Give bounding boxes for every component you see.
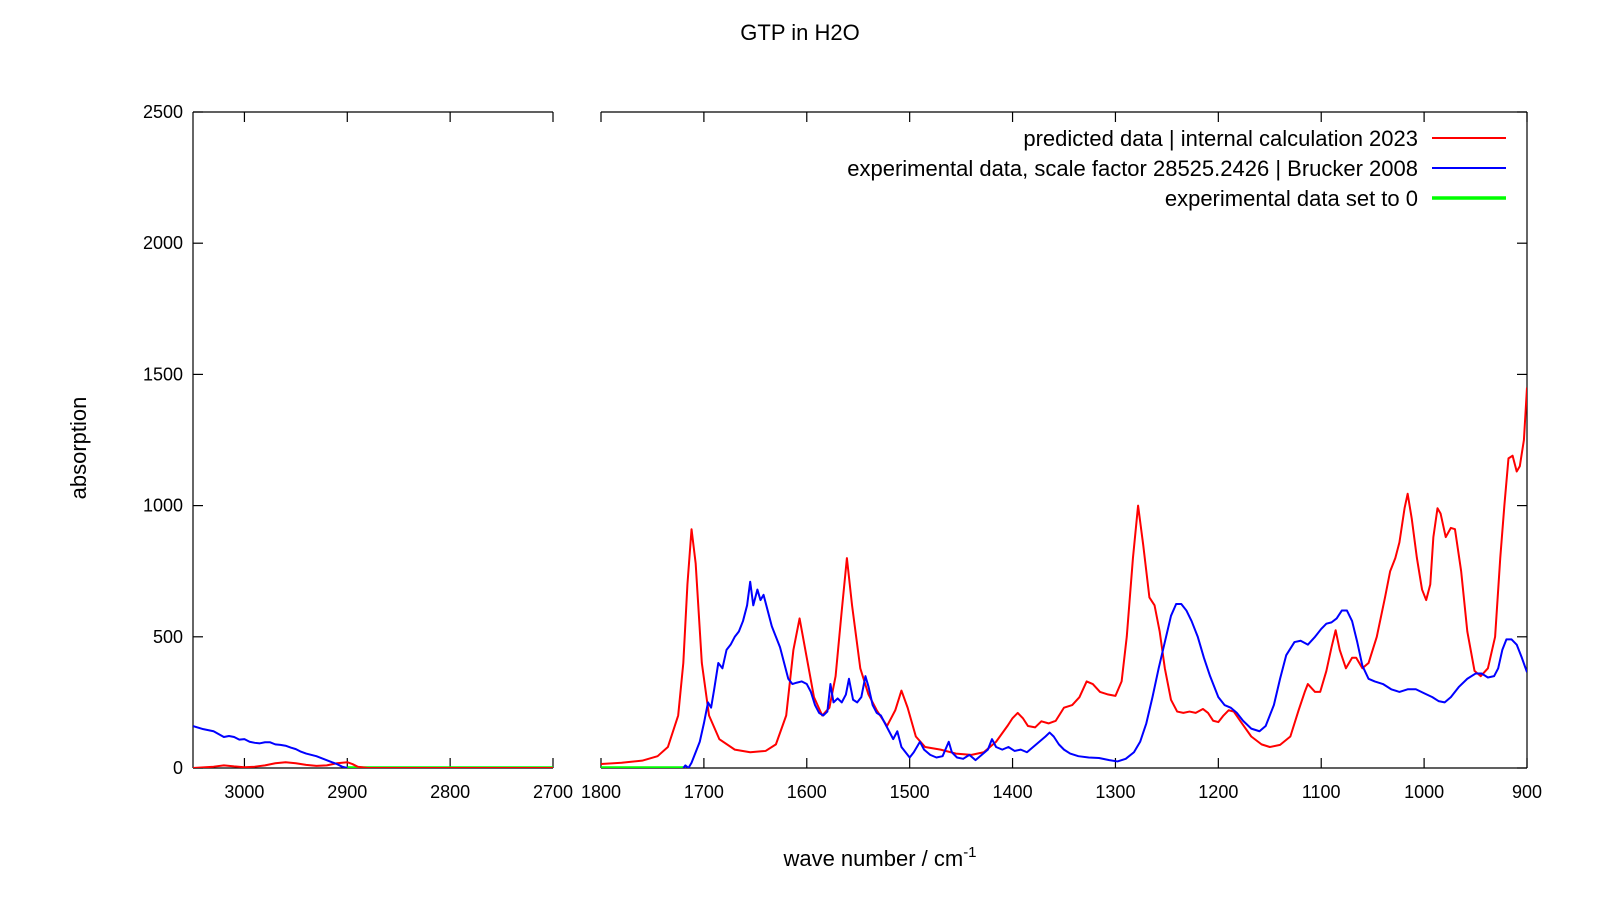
x-tick-label: 1000: [1404, 782, 1444, 802]
x-tick-label: 3000: [224, 782, 264, 802]
x-tick-label: 1700: [684, 782, 724, 802]
x-axis-label: wave number / cm-1: [782, 844, 976, 871]
series-line-experimental-right: [682, 580, 1527, 768]
plot-panel-right: 1800 1700 1600 1500 1400 1300 1200 1100 1000 900: [581, 111, 1542, 802]
x-tick-label: 2700: [533, 782, 573, 802]
x-axis-label-superscript: -1: [963, 844, 976, 861]
x-tick-label: 2800: [430, 782, 470, 802]
x-axis-label-text: wave number / cm: [782, 846, 963, 871]
x-tick-label: 2900: [327, 782, 367, 802]
y-tick-label: 500: [153, 627, 183, 647]
series-line-predicted-left: [193, 761, 553, 768]
y-tick-label: 1500: [143, 364, 183, 384]
x-tick-label: 1300: [1095, 782, 1135, 802]
y-tick-label: 0: [173, 758, 183, 778]
x-tick-label: 1200: [1198, 782, 1238, 802]
x-tick-label: 1500: [890, 782, 930, 802]
chart-title: GTP in H2O: [740, 20, 859, 45]
legend-label: experimental data set to 0: [1165, 186, 1418, 211]
legend: predicted data | internal calculation 20…: [847, 126, 1506, 211]
y-tick-label: 2000: [143, 233, 183, 253]
series-line-experimental-left: [193, 725, 348, 768]
series-line-predicted-right: [601, 387, 1527, 766]
x-tick-label: 1100: [1302, 782, 1341, 802]
legend-label: predicted data | internal calculation 20…: [1023, 126, 1418, 151]
y-tick-label: 2500: [143, 102, 183, 122]
y-axis-label: absorption: [66, 397, 91, 500]
legend-label: experimental data, scale factor 28525.24…: [847, 156, 1418, 181]
plot-panel-left: 0 500 1000 1500 2000 2500 3000 2900 2800 2700: [143, 102, 573, 802]
x-tick-label: 1800: [581, 782, 621, 802]
y-tick-label: 1000: [143, 496, 183, 516]
x-tick-label: 900: [1512, 782, 1542, 802]
x-tick-label: 1600: [787, 782, 827, 802]
x-tick-label: 1400: [993, 782, 1033, 802]
